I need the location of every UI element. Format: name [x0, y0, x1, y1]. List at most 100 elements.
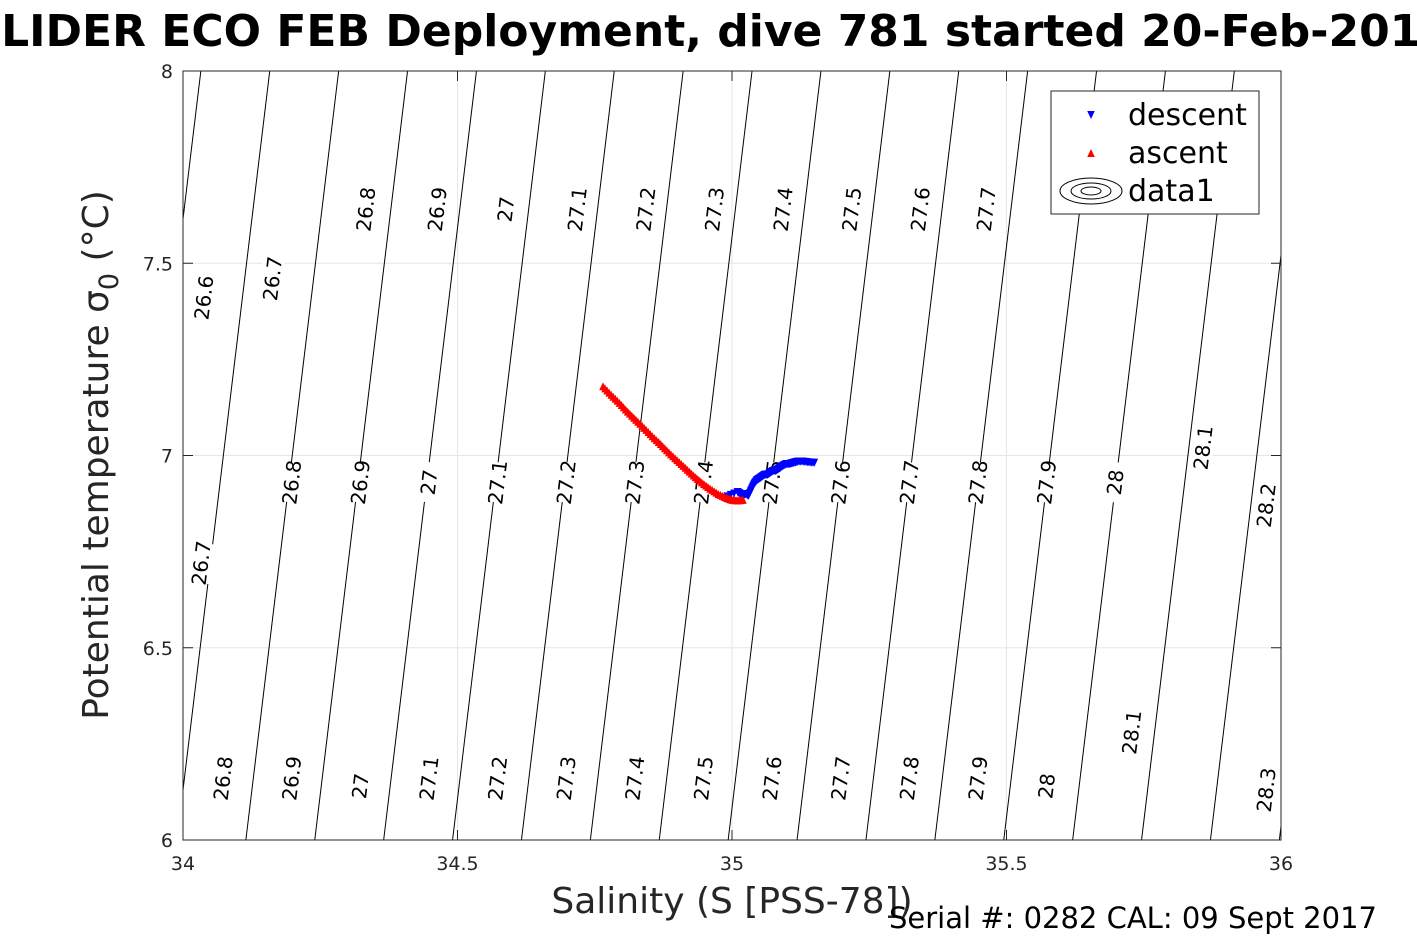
isopycnal-label-background — [346, 764, 373, 808]
isopycnal-label-text: 27.3 — [620, 459, 649, 506]
isopycnal-label-text: 27.7 — [826, 755, 855, 802]
isopycnal-label: 26.9 — [277, 755, 306, 802]
isopycnal-label-background — [689, 757, 716, 800]
x-tick-label: 35 — [720, 853, 744, 875]
isopycnal-label-text: 27.2 — [631, 186, 660, 233]
isopycnal-line — [727, 70, 822, 841]
isopycnal-label-text: 27 — [416, 468, 443, 496]
isopycnal-label-text: 27.9 — [1032, 459, 1061, 506]
isopycnal-label: 26.8 — [351, 186, 380, 233]
isopycnal-label: 27.2 — [552, 459, 581, 506]
x-tick-label: 36 — [1269, 853, 1293, 875]
isopycnal-label-background — [562, 188, 590, 231]
isopycnal-label: 27.5 — [837, 186, 866, 233]
isopycnal-label-background — [826, 461, 854, 504]
isopycnal-label-background — [1188, 426, 1216, 469]
isopycnal-label-text: 28 — [1102, 468, 1129, 496]
isopycnal-label: 27.1 — [414, 755, 443, 802]
legend-marker-icon — [1087, 111, 1095, 119]
isopycnal-line — [182, 70, 202, 219]
isopycnal-line — [383, 70, 477, 841]
isopycnal-label: 28 — [1032, 764, 1060, 808]
isopycnal-label: 27 — [491, 188, 519, 231]
isopycnal-label-background — [551, 757, 579, 800]
isopycnal-label: 28.3 — [1252, 766, 1281, 813]
isopycnal-label: 26.9 — [346, 459, 375, 506]
legend-marker-icon — [1087, 149, 1095, 157]
isopycnal-line — [452, 70, 546, 841]
ascent-series — [599, 382, 747, 505]
y-axis-label: Potential temperature σ0 (°C) — [76, 190, 125, 720]
isopycnal-label: 27.7 — [895, 459, 924, 506]
isopycnal-label: 27.8 — [895, 755, 924, 802]
isopycnal-label-text: 26.9 — [277, 755, 306, 802]
isopycnal-label-background — [414, 757, 442, 800]
legend-label: descent — [1128, 98, 1247, 133]
isopycnal-label-background — [1251, 484, 1279, 527]
isopycnal-line — [658, 70, 753, 841]
isopycnal-label: 26.9 — [423, 186, 452, 233]
isopycnal-label: 26.7 — [187, 539, 216, 586]
isopycnal-label-background — [258, 257, 285, 300]
isopycnal-label: 27 — [414, 461, 443, 504]
isopycnal-label-background — [483, 461, 511, 504]
density-contours — [182, 70, 1282, 841]
isopycnal-label-background — [346, 461, 373, 504]
isopycnal-label-background — [277, 757, 305, 800]
isopycnal-label-text: 28.1 — [1117, 709, 1146, 756]
isopycnal-label-text: 27.5 — [689, 755, 718, 802]
isopycnal-label: 26.8 — [209, 755, 238, 802]
isopycnal-label-text: 28.3 — [1252, 766, 1281, 813]
isopycnal-label-background — [1117, 710, 1145, 754]
isopycnal-label: 27.2 — [631, 186, 660, 233]
isopycnal-label-text: 27 — [347, 772, 374, 800]
x-tick-label: 35.5 — [985, 853, 1027, 875]
isopycnal-label-text: 27.2 — [483, 755, 512, 802]
isopycnal-label-text: 26.8 — [277, 459, 306, 506]
isopycnal-label-background — [1100, 461, 1128, 504]
isopycnal-label: 26.7 — [258, 255, 287, 302]
isopycnal-label: 28 — [1100, 461, 1129, 504]
isopycnal-label: 27.8 — [963, 459, 992, 506]
data-series — [599, 382, 819, 505]
isopycnal-label: 27.3 — [552, 755, 581, 802]
legend-item-descent: descent — [1087, 98, 1247, 133]
serial-calibration-text: Serial #: 0282 CAL: 09 Sept 2017 — [889, 901, 1377, 935]
descent-point — [810, 458, 819, 467]
isopycnal-label-background — [757, 757, 785, 800]
isopycnal-label-background — [895, 461, 922, 504]
isopycnal-label: 28.2 — [1252, 482, 1281, 529]
legend-contour-icon — [1080, 186, 1102, 196]
y-tick-label: 8 — [161, 61, 173, 83]
isopycnal-label: 27.1 — [483, 459, 512, 506]
isopycnal-label-text: 27.6 — [758, 755, 787, 802]
isopycnal-label: 27.9 — [963, 755, 992, 802]
isopycnal-label-text: 26.7 — [258, 255, 287, 302]
isopycnal-label-text: 28.1 — [1189, 424, 1218, 471]
isopycnal-label: 27.2 — [483, 755, 512, 802]
y-tick-label: 7 — [161, 446, 173, 468]
isopycnal-line — [245, 70, 340, 841]
isopycnal-label: 27.3 — [620, 459, 649, 506]
legend-contour-icon — [1070, 182, 1112, 200]
isopycnal-label-text: 28.2 — [1252, 482, 1281, 529]
isopycnal-label-text: 26.8 — [209, 755, 238, 802]
y-tick-label: 6.5 — [143, 638, 173, 660]
isopycnal-label-text: 27.6 — [826, 459, 855, 506]
descent-series — [719, 457, 819, 502]
isopycnal-label-text: 27.8 — [895, 755, 924, 802]
isopycnal-label: 28.1 — [1189, 424, 1218, 471]
isopycnal-label-background — [208, 757, 236, 800]
isopycnal-label-background — [895, 757, 922, 800]
isopycnal-label-background — [491, 188, 519, 231]
isopycnal-line — [314, 70, 409, 841]
isopycnal-label-text: 26.6 — [189, 274, 218, 321]
grid-lines — [183, 71, 1281, 840]
isopycnal-label-text: 27.3 — [552, 755, 581, 802]
isopycnal-label: 27.3 — [700, 186, 729, 233]
isopycnal-label-text: 27 — [492, 195, 519, 223]
isopycnal-label-text: 27.7 — [895, 459, 924, 506]
isopycnal-label-background — [483, 757, 511, 800]
y-axis-label-unit: (°C) — [76, 190, 117, 273]
isopycnal-label: 27.6 — [906, 186, 935, 233]
